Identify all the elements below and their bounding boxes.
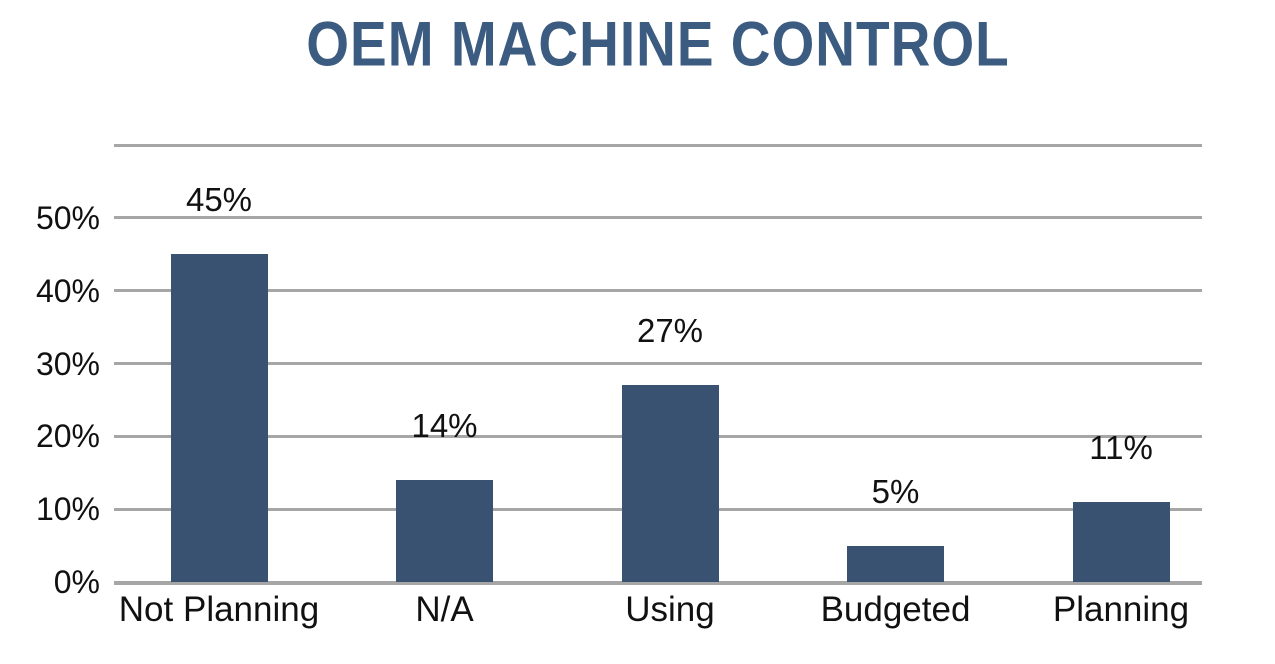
y-axis-tick-label: 10%	[35, 491, 100, 528]
x-axis-line	[114, 581, 1202, 585]
gridline	[114, 216, 1202, 220]
y-axis-tick-label: 20%	[35, 418, 100, 455]
x-axis-category-label: Planning	[1052, 590, 1190, 629]
gridline	[114, 143, 1202, 147]
bar-planning	[1072, 501, 1170, 582]
y-axis-tick-label: 30%	[35, 345, 100, 382]
y-axis-tick-label: 40%	[35, 272, 100, 309]
bar-n-a	[396, 480, 493, 582]
bar-budgeted	[847, 545, 944, 582]
bar-value-label: 11%	[1089, 428, 1153, 466]
y-axis-tick-label: 50%	[35, 199, 100, 236]
x-axis-category-label: Budgeted	[820, 590, 971, 629]
bar-value-label: 45%	[185, 181, 253, 219]
x-axis-category-label: Not Planning	[118, 590, 320, 629]
bar-not-planning	[170, 254, 268, 582]
chart-title: OEM MACHINE CONTROL	[306, 8, 1010, 80]
bar-value-label: 14%	[411, 407, 478, 445]
gridline	[114, 362, 1202, 365]
y-axis-tick-label: 0%	[53, 564, 100, 600]
bar-using	[621, 385, 719, 582]
gridline	[114, 289, 1202, 293]
x-axis-category-label: N/A	[415, 590, 474, 629]
x-axis-category-label: Using	[625, 590, 715, 629]
bar-value-label: 27%	[636, 312, 704, 350]
bar-value-label: 5%	[871, 472, 920, 510]
